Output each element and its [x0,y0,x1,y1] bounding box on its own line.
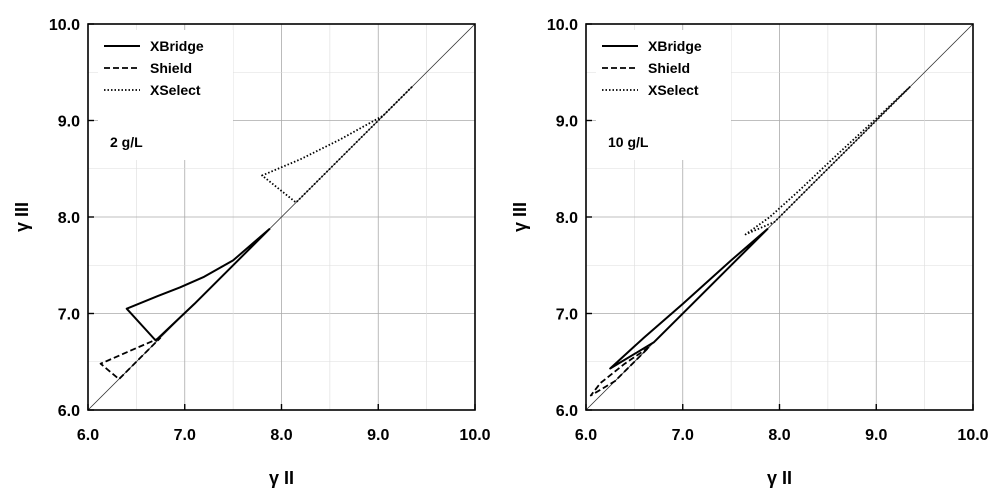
y-tick-label: 9.0 [556,114,578,131]
y-tick-label: 10.0 [49,17,80,34]
y-axis-label: γ III [12,202,32,232]
legend-background [596,30,731,160]
legend-label: Shield [150,60,192,76]
x-tick-label: 10.0 [459,427,490,444]
x-tick-label: 10.0 [957,427,988,444]
y-tick-label: 10.0 [547,17,578,34]
x-tick-label: 8.0 [270,427,292,444]
series-line-shield [99,336,162,381]
concentration-annotation: 10 g/L [608,134,649,150]
legend-label: XBridge [648,38,702,54]
legend-label: XSelect [150,82,201,98]
y-tick-label: 7.0 [556,307,578,324]
x-tick-label: 9.0 [367,427,389,444]
y-tick-label: 8.0 [556,210,578,227]
x-axis-label: γ II [767,468,792,488]
y-tick-label: 6.0 [58,403,80,420]
x-tick-label: 8.0 [768,427,790,444]
y-tick-label: 8.0 [58,210,80,227]
x-tick-label: 6.0 [575,427,597,444]
series-line-xselect [744,86,911,236]
series-line-shield [589,346,650,397]
x-tick-label: 7.0 [174,427,196,444]
concentration-annotation: 2 g/L [110,134,143,150]
legend-label: Shield [648,60,690,76]
chart-panel-10gl: XBridge Shield XSelect 10 g/L 6.0 7.0 8.0 9.0 10… [510,17,989,488]
series-line-xbridge [125,227,271,342]
series-line-xbridge [609,227,769,370]
x-tick-label: 6.0 [77,427,99,444]
chart-panel-2gl: XBridge Shield XSelect 2 g/L 6.0 7.0 8.0 9.0 10.… [12,17,491,488]
y-tick-label: 7.0 [58,307,80,324]
series-line-xselect [261,86,413,204]
legend-label: XBridge [150,38,204,54]
x-tick-label: 7.0 [672,427,694,444]
y-axis-label: γ III [510,202,530,232]
y-tick-label: 9.0 [58,114,80,131]
legend-label: XSelect [648,82,699,98]
x-tick-label: 9.0 [865,427,887,444]
y-tick-label: 6.0 [556,403,578,420]
x-axis-label: γ II [269,468,294,488]
legend-background [98,30,233,160]
